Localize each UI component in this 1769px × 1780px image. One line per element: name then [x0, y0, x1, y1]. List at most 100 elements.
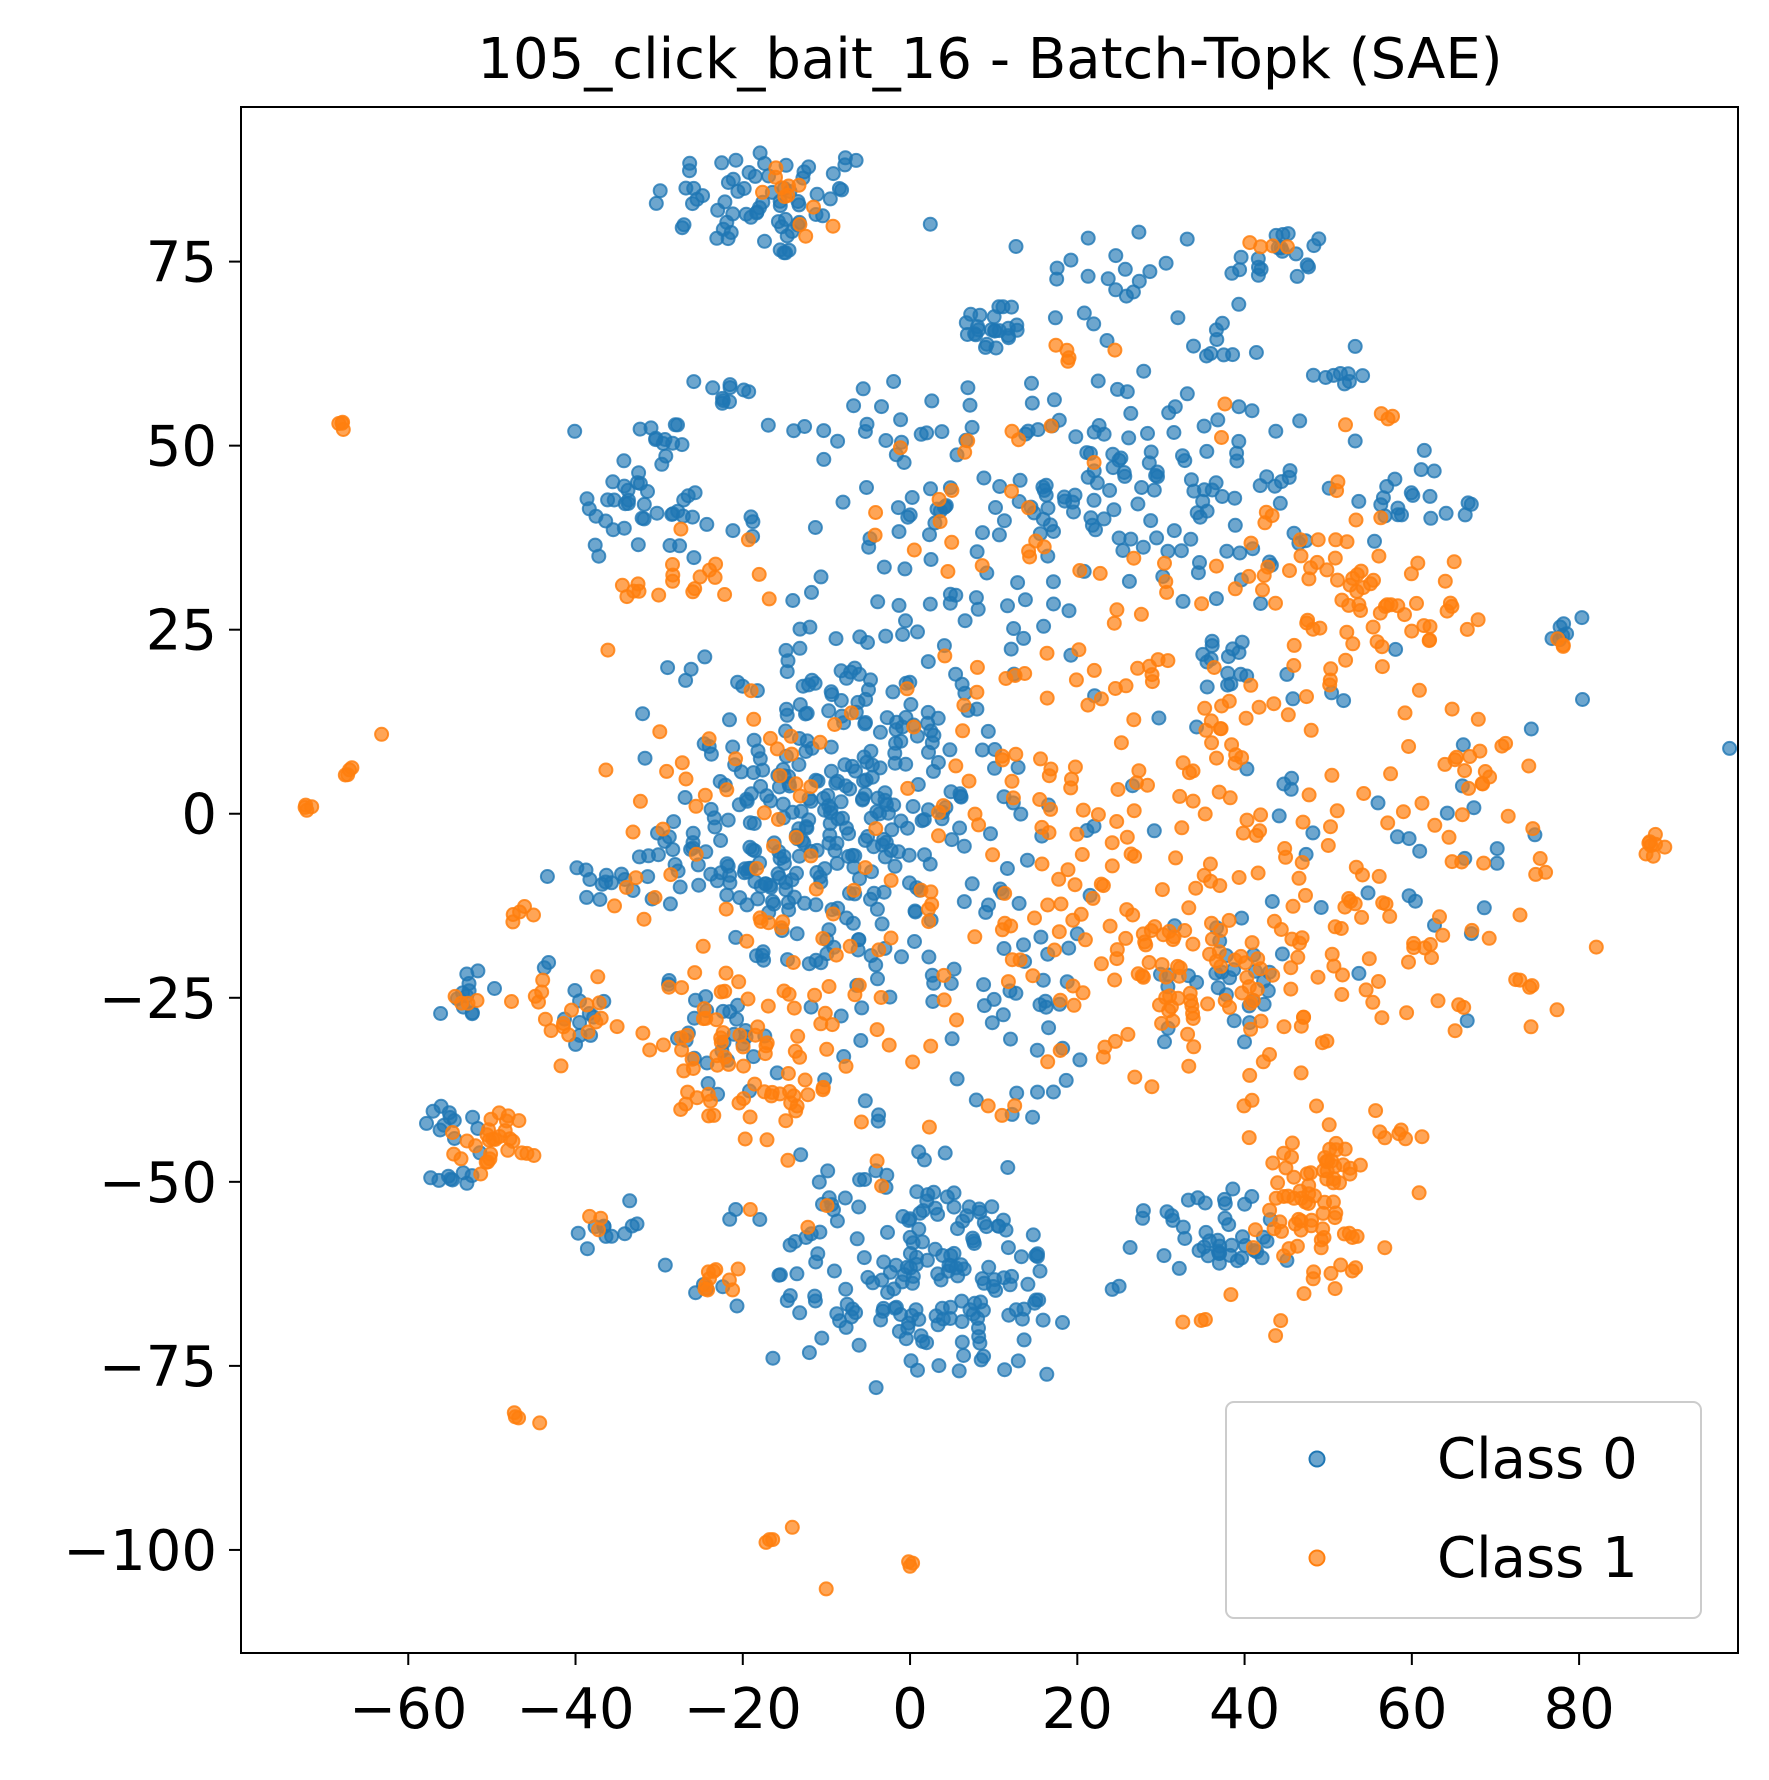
point-class-0 — [991, 527, 1007, 543]
point-class-1 — [732, 1027, 748, 1043]
point-class-1 — [1107, 972, 1123, 988]
point-class-0 — [820, 788, 836, 803]
point-class-0 — [567, 423, 583, 439]
point-class-1 — [1144, 674, 1160, 690]
point-class-1 — [800, 1219, 816, 1235]
point-class-1 — [1280, 707, 1296, 723]
point-class-0 — [845, 1301, 860, 1317]
point-class-0 — [910, 1362, 925, 1378]
point-class-1 — [1095, 1049, 1111, 1065]
point-class-0 — [1183, 472, 1199, 488]
point-class-0 — [878, 433, 894, 448]
point-class-0 — [1039, 1366, 1055, 1382]
point-class-1 — [1158, 990, 1174, 1006]
point-class-0 — [1196, 482, 1212, 498]
point-class-0 — [896, 455, 912, 470]
point-class-0 — [986, 309, 1002, 325]
point-class-0 — [880, 1285, 896, 1300]
point-class-1 — [1214, 430, 1229, 445]
point-class-1 — [1354, 909, 1370, 925]
point-class-1 — [1168, 850, 1184, 866]
point-class-1 — [843, 705, 859, 721]
point-class-1 — [1320, 838, 1336, 853]
point-class-1 — [1459, 621, 1475, 637]
point-class-0 — [662, 896, 678, 912]
point-class-1 — [580, 1024, 596, 1040]
point-class-1 — [1059, 342, 1075, 358]
point-class-1 — [1123, 846, 1139, 862]
point-class-1 — [1366, 572, 1381, 588]
point-class-0 — [787, 1234, 803, 1249]
point-class-1 — [770, 812, 786, 827]
point-class-1 — [1286, 637, 1302, 653]
point-class-1 — [971, 817, 987, 833]
point-class-1 — [817, 1005, 833, 1021]
point-class-0 — [1264, 894, 1280, 909]
point-class-0 — [695, 188, 711, 204]
point-class-1 — [1140, 777, 1155, 793]
point-class-1 — [974, 558, 990, 574]
point-class-1 — [1427, 817, 1443, 833]
point-class-0 — [1024, 375, 1039, 391]
point-class-1 — [1194, 596, 1210, 612]
point-class-1 — [1204, 735, 1220, 751]
point-class-0 — [944, 1031, 960, 1047]
point-class-1 — [506, 1405, 522, 1421]
point-class-1 — [1012, 952, 1028, 968]
point-class-1 — [1401, 954, 1416, 970]
point-class-0 — [1079, 445, 1095, 461]
point-class-1 — [1221, 693, 1237, 709]
point-class-0 — [752, 145, 768, 161]
point-class-1 — [483, 1146, 499, 1162]
point-class-1 — [537, 1011, 553, 1027]
point-class-0 — [1355, 368, 1371, 384]
point-class-0 — [908, 1302, 924, 1318]
point-class-0 — [1156, 1248, 1172, 1264]
point-class-0 — [807, 1293, 823, 1309]
point-class-0 — [1160, 543, 1176, 559]
point-class-0 — [487, 981, 502, 996]
point-class-0 — [808, 897, 824, 913]
point-class-1 — [1348, 512, 1364, 528]
point-class-1 — [1446, 554, 1462, 570]
point-class-1 — [1361, 951, 1377, 967]
point-class-0 — [720, 812, 736, 828]
point-class-1 — [679, 1027, 695, 1043]
point-class-1 — [1175, 1314, 1191, 1330]
point-class-1 — [1325, 1175, 1341, 1191]
point-class-0 — [648, 195, 664, 211]
x-axis: −60 −40 −20 0 20 40 60 80 — [349, 1653, 1615, 1742]
point-class-1 — [1410, 555, 1426, 571]
point-class-0 — [1025, 1109, 1041, 1125]
point-class-1 — [505, 914, 521, 930]
point-class-0 — [443, 1171, 459, 1187]
point-class-1 — [1181, 1058, 1197, 1074]
point-class-0 — [722, 1004, 738, 1020]
point-class-1 — [798, 228, 814, 244]
point-class-0 — [1301, 259, 1316, 275]
point-class-0 — [921, 744, 936, 760]
x-tick-label: −60 — [349, 1677, 467, 1742]
point-class-0 — [967, 326, 983, 342]
point-class-0 — [670, 417, 685, 433]
point-class-1 — [1141, 658, 1157, 674]
point-class-0 — [1217, 1191, 1232, 1207]
point-class-1 — [1110, 782, 1126, 797]
point-class-0 — [665, 506, 681, 522]
point-class-1 — [1127, 1069, 1143, 1085]
point-class-1 — [1441, 829, 1457, 845]
point-class-1 — [936, 992, 952, 1008]
point-class-0 — [1035, 479, 1051, 495]
x-tick-label: −40 — [516, 1677, 634, 1742]
point-class-0 — [745, 514, 761, 530]
point-class-0 — [654, 456, 670, 472]
point-class-0 — [786, 889, 802, 905]
point-class-1 — [792, 788, 808, 804]
point-class-1 — [1270, 1175, 1286, 1191]
point-class-0 — [955, 1213, 971, 1229]
point-class-1 — [1286, 1169, 1302, 1185]
point-class-1 — [1203, 713, 1219, 729]
point-class-0 — [649, 505, 665, 521]
point-class-1 — [1085, 890, 1101, 906]
point-class-0 — [861, 539, 877, 555]
